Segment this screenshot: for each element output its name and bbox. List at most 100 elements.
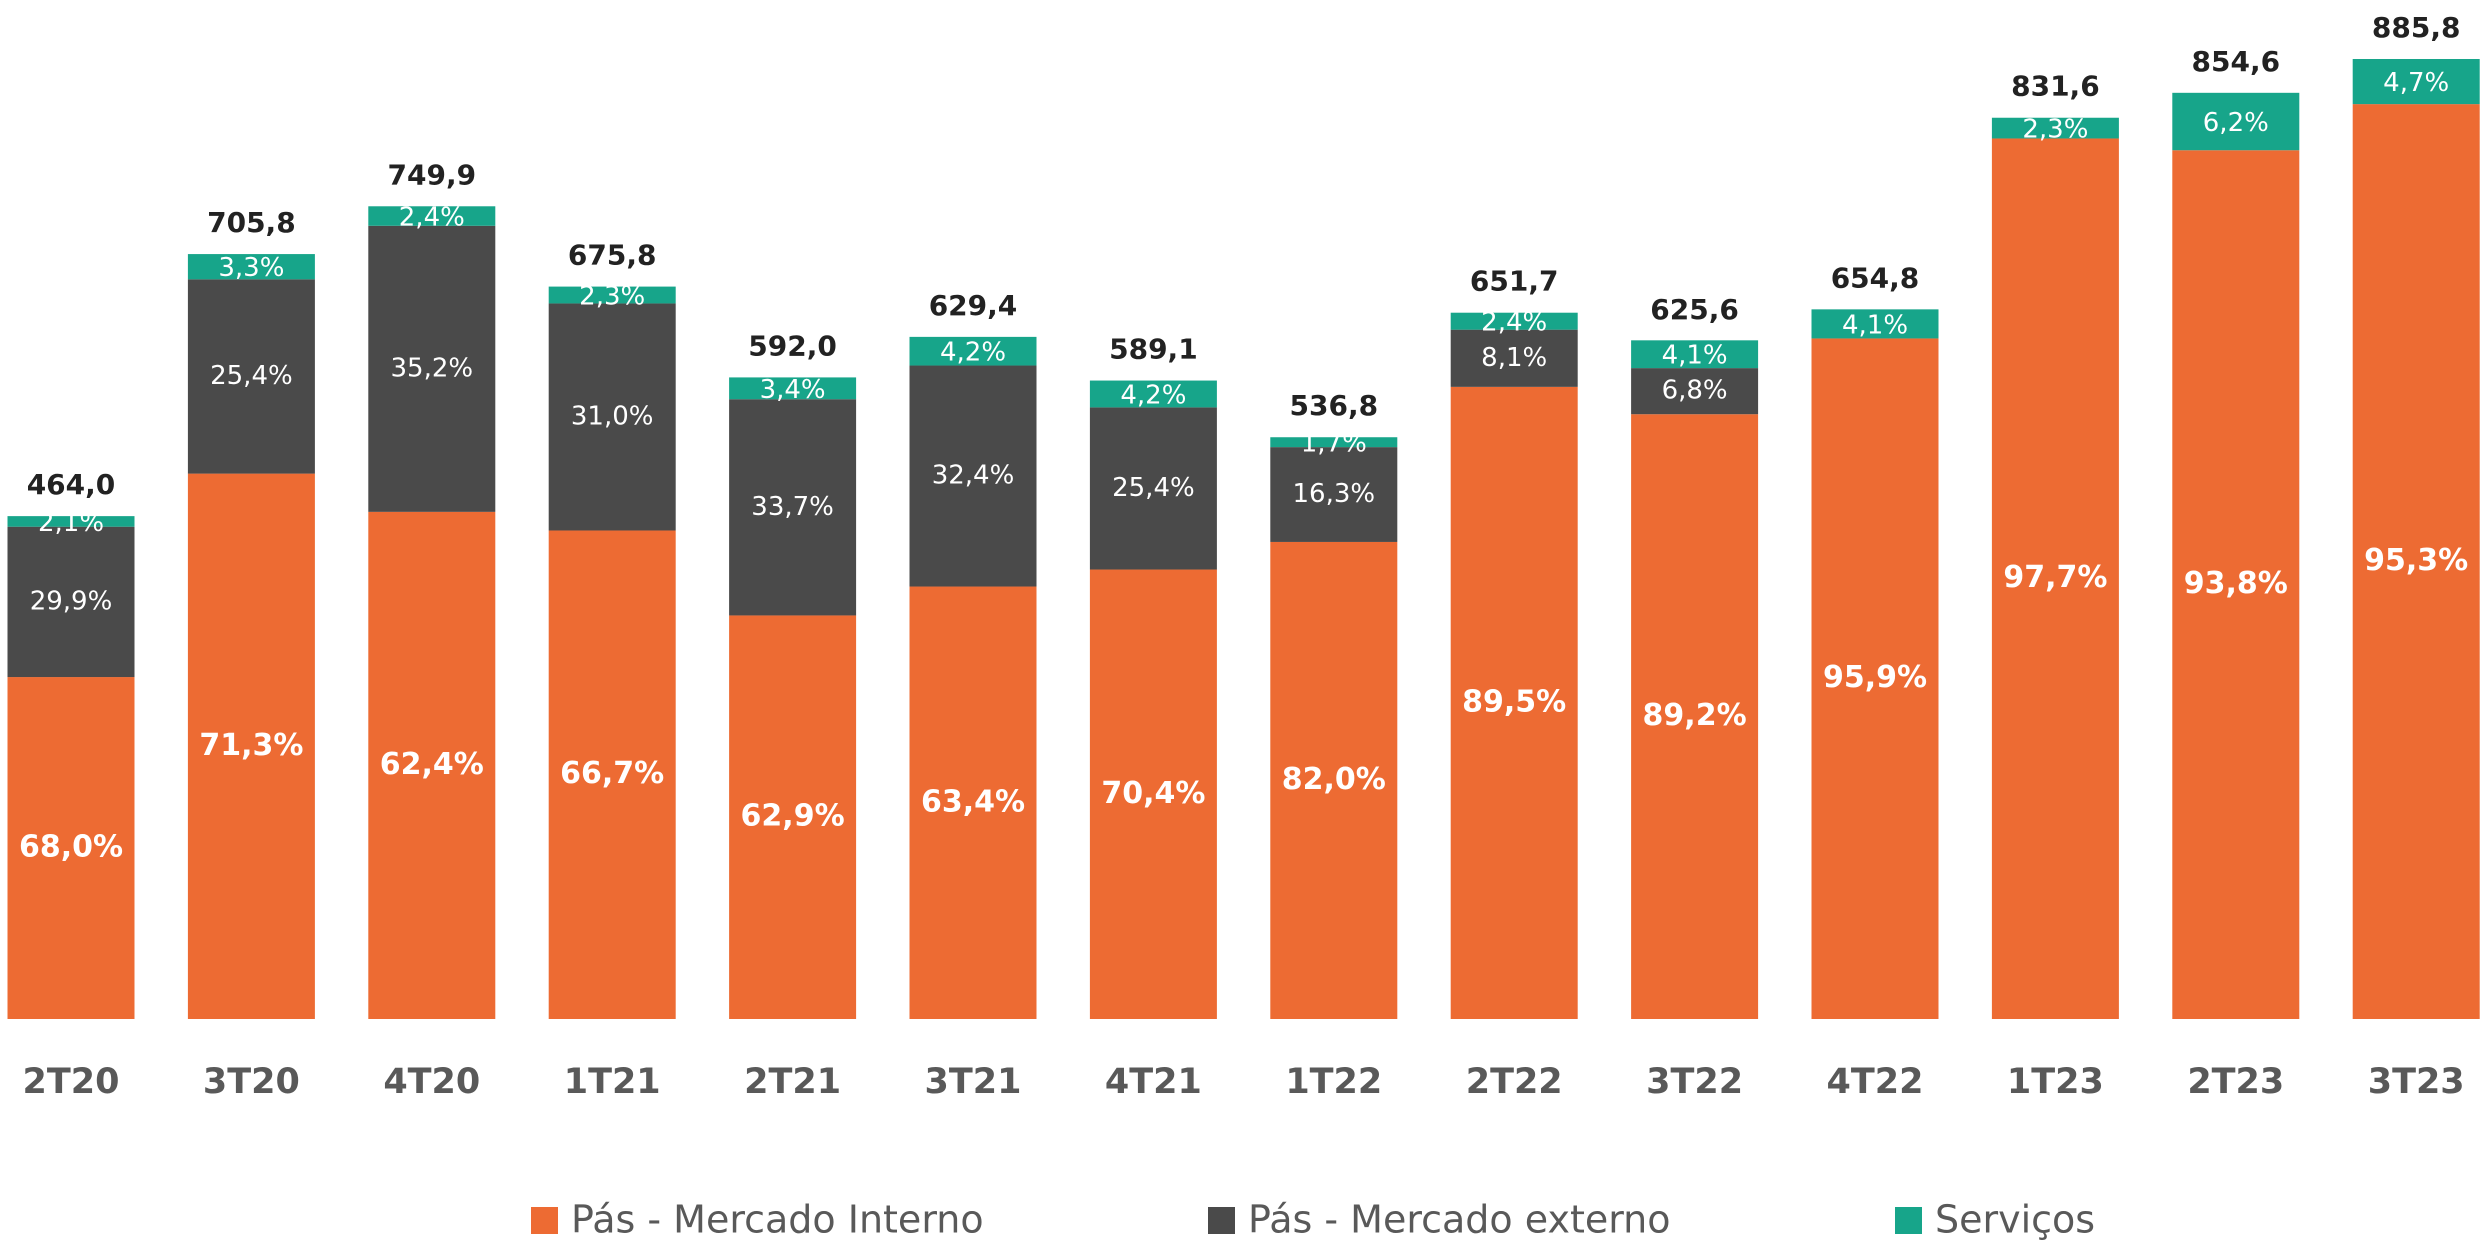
- bar-segment: [1631, 368, 1759, 415]
- bar-segment: [1270, 447, 1398, 542]
- value-label: 1,7%: [1301, 429, 1367, 459]
- value-label: 3,3%: [218, 253, 284, 283]
- value-label: 70,4%: [1101, 776, 1205, 811]
- x-tick-label: 1T23: [2007, 1062, 2104, 1102]
- total-label: 705,8: [207, 206, 296, 239]
- value-label: 4,2%: [940, 338, 1006, 368]
- bar-segment: [368, 225, 496, 512]
- total-label: 749,9: [388, 158, 477, 191]
- value-label: 33,7%: [751, 492, 834, 522]
- bar-segment: [2172, 92, 2300, 151]
- bar-segment: [1991, 138, 2119, 1019]
- value-label: 93,8%: [2184, 566, 2288, 601]
- value-label: 2,3%: [2022, 115, 2088, 145]
- value-label: 8,1%: [1481, 343, 1547, 373]
- legend-label: Pás - Mercado externo: [1248, 1198, 1671, 1242]
- bar-segment: [2352, 59, 2480, 105]
- bar-segment: [7, 677, 135, 1019]
- value-label: 71,3%: [199, 728, 303, 763]
- legend-swatch: [531, 1207, 558, 1234]
- total-label: 629,4: [929, 289, 1018, 322]
- total-label: 651,7: [1470, 265, 1559, 298]
- bar-segment: [1089, 569, 1217, 1019]
- bar-segment: [729, 399, 857, 616]
- bar-segment: [548, 530, 676, 1019]
- total-label: 464,0: [27, 468, 116, 501]
- x-tick-label: 3T23: [2368, 1062, 2465, 1102]
- bar-segment: [1089, 407, 1217, 570]
- x-tick-label: 2T20: [23, 1062, 120, 1102]
- bar-segment: [2352, 104, 2480, 1020]
- bar-segment: [1991, 117, 2119, 139]
- x-tick-label: 4T20: [383, 1062, 480, 1102]
- value-label: 2,1%: [38, 508, 104, 538]
- bar-segment: [2172, 150, 2300, 1019]
- x-tick-label: 2T23: [2187, 1062, 2284, 1102]
- value-label: 82,0%: [1282, 762, 1386, 797]
- value-label: 89,5%: [1462, 684, 1566, 719]
- value-label: 95,3%: [2364, 543, 2468, 578]
- total-label: 831,6: [2011, 70, 2100, 103]
- bar-segment: [548, 303, 676, 531]
- value-label: 97,7%: [2003, 560, 2107, 595]
- bar-segment: [909, 336, 1037, 366]
- value-label: 6,2%: [2203, 108, 2269, 138]
- bar-segment: [1811, 338, 1939, 1019]
- value-label: 62,4%: [380, 747, 484, 782]
- total-label: 675,8: [568, 239, 657, 272]
- bar-segment: [1089, 380, 1217, 408]
- total-label: 589,1: [1109, 333, 1198, 366]
- x-tick-label: 2T22: [1466, 1062, 1563, 1102]
- value-label: 2,3%: [579, 282, 645, 312]
- bar-segment: [7, 526, 135, 678]
- value-label: 62,9%: [741, 799, 845, 834]
- x-tick-label: 4T22: [1827, 1062, 1924, 1102]
- value-label: 2,4%: [399, 203, 465, 233]
- bar-segment: [187, 473, 315, 1019]
- value-label: 4,7%: [2383, 68, 2449, 98]
- bar-segment: [187, 279, 315, 474]
- x-tick-label: 3T20: [203, 1062, 300, 1102]
- value-label: 89,2%: [1643, 698, 1747, 733]
- value-label: 4,1%: [1662, 341, 1728, 371]
- total-label: 854,6: [2192, 45, 2281, 78]
- bar-segment: [1450, 329, 1578, 387]
- value-label: 68,0%: [19, 830, 123, 865]
- value-label: 25,4%: [210, 361, 293, 391]
- bar-segment: [1450, 386, 1578, 1019]
- bar-segment: [909, 365, 1037, 587]
- legend-swatch: [1208, 1207, 1235, 1234]
- bar-segment: [548, 286, 676, 304]
- bar-segment: [1450, 312, 1578, 330]
- total-label: 625,6: [1650, 293, 1739, 326]
- value-label: 63,4%: [921, 784, 1025, 819]
- x-tick-label: 1T22: [1285, 1062, 1382, 1102]
- bar-segment: [187, 254, 315, 280]
- bar-segment: [729, 615, 857, 1019]
- x-tick-label: 2T21: [744, 1062, 841, 1102]
- total-label: 885,8: [2372, 11, 2461, 44]
- bar-segment: [1631, 340, 1759, 369]
- value-label: 3,4%: [760, 375, 826, 405]
- bar-segment: [7, 516, 135, 527]
- value-label: 31,0%: [571, 401, 654, 431]
- total-label: 536,8: [1290, 389, 1379, 422]
- total-label: 592,0: [748, 329, 837, 362]
- value-label: 29,9%: [30, 586, 113, 616]
- value-label: 16,3%: [1292, 479, 1375, 509]
- value-label: 25,4%: [1112, 473, 1195, 503]
- x-tick-label: 4T21: [1105, 1062, 1202, 1102]
- total-label: 654,8: [1831, 261, 1920, 294]
- value-label: 66,7%: [560, 756, 664, 791]
- value-label: 6,8%: [1662, 376, 1728, 406]
- legend-swatch: [1895, 1207, 1922, 1234]
- legend-label: Serviços: [1935, 1198, 2095, 1242]
- value-label: 95,9%: [1823, 660, 1927, 695]
- x-tick-label: 3T21: [925, 1062, 1022, 1102]
- bar-segment: [368, 511, 496, 1019]
- value-label: 4,1%: [1842, 310, 1908, 340]
- x-tick-label: 1T21: [564, 1062, 661, 1102]
- bar-segment: [1270, 541, 1398, 1019]
- legend-label: Pás - Mercado Interno: [571, 1198, 984, 1242]
